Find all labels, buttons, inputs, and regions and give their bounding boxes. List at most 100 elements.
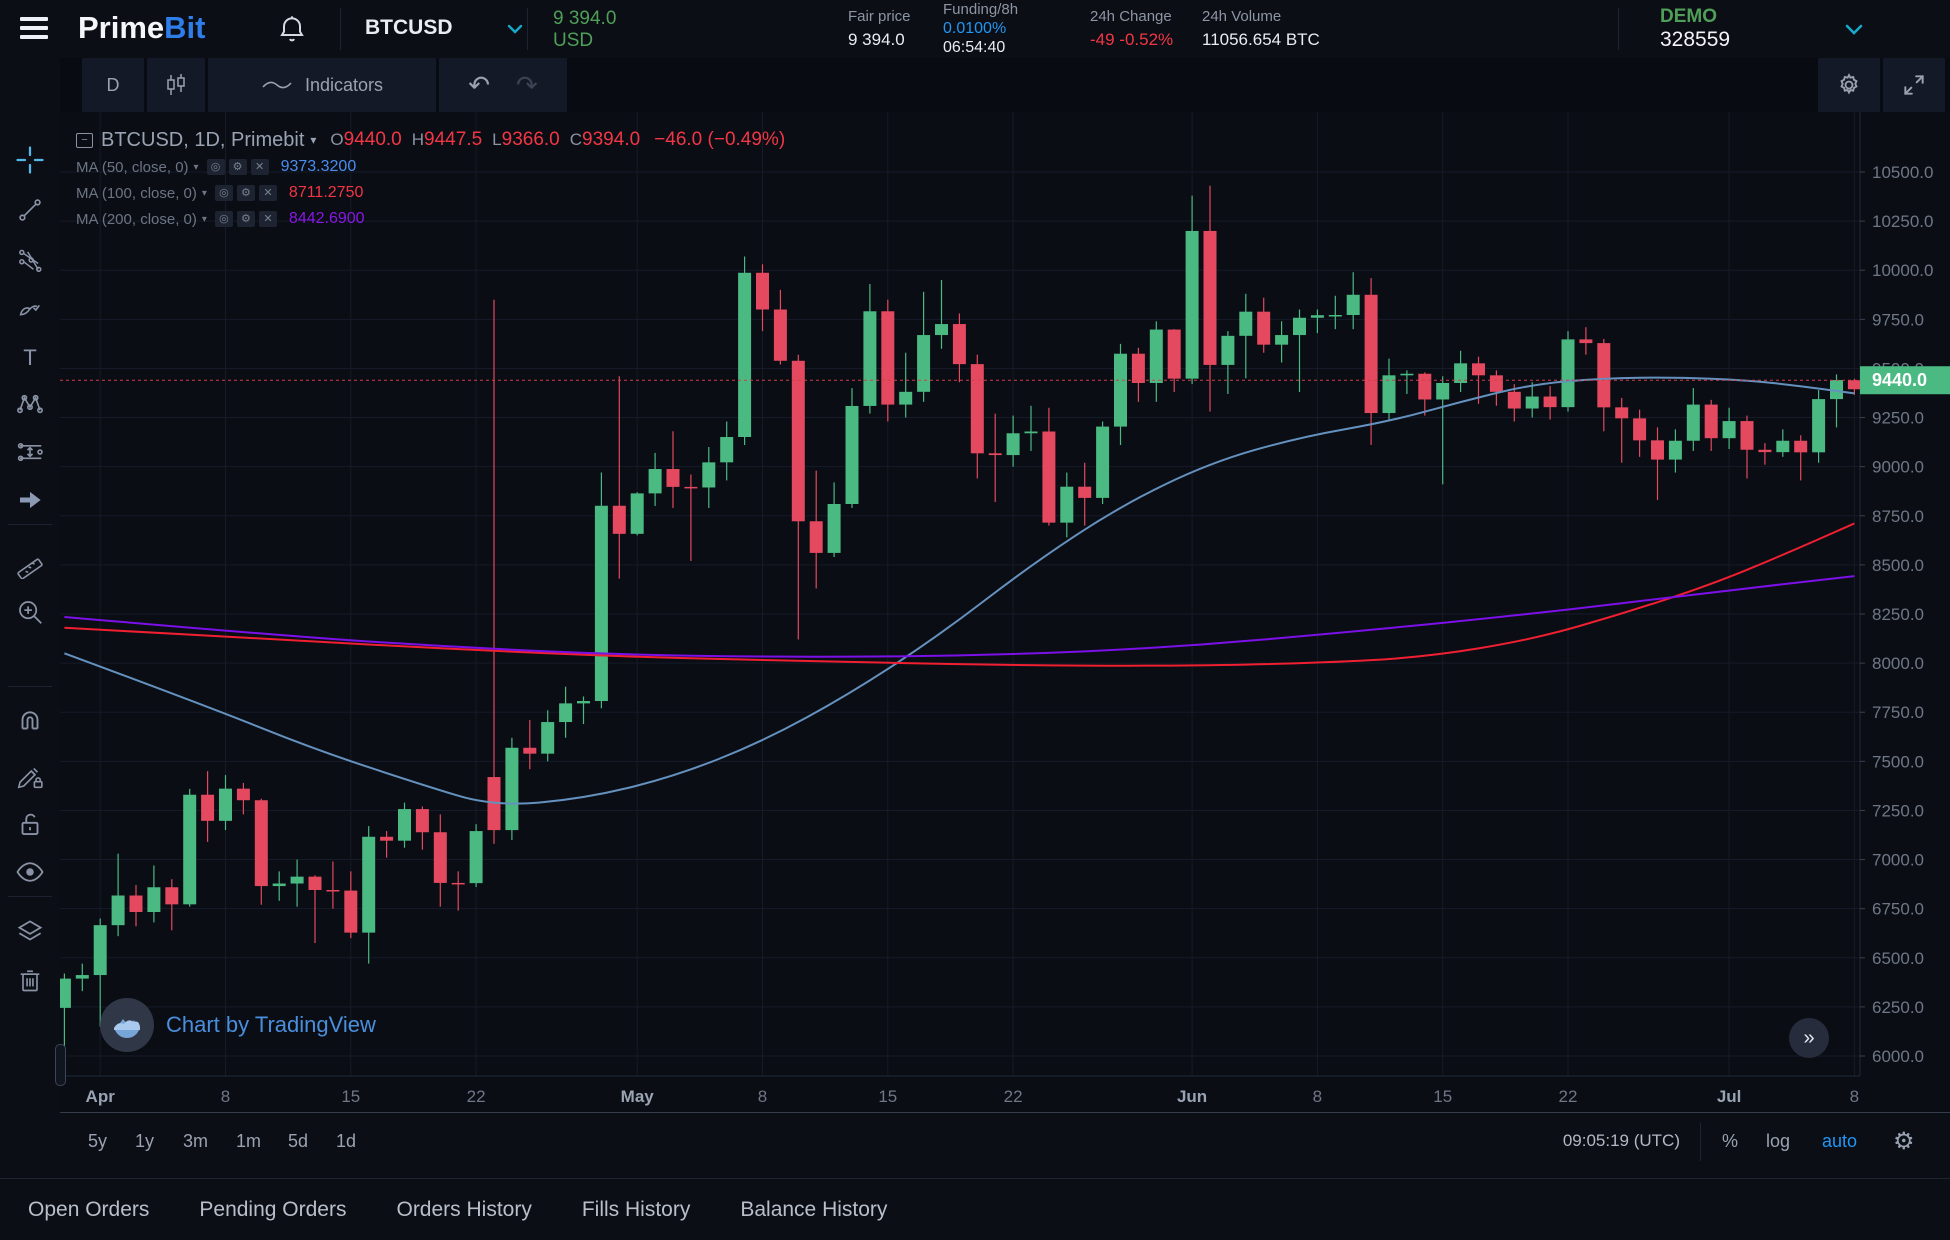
tab-pending-orders[interactable]: Pending Orders	[199, 1197, 347, 1221]
magnet-icon	[21, 711, 39, 730]
text-tool[interactable]: T	[14, 342, 46, 374]
svg-text:May: May	[621, 1087, 655, 1106]
symbol-selector[interactable]: BTCUSD	[365, 16, 523, 40]
drawing-lock-tool[interactable]	[14, 760, 46, 792]
svg-text:22: 22	[467, 1087, 486, 1106]
ma100-settings-icon[interactable]: ⚙	[236, 185, 255, 201]
legend-collapse-icon[interactable]: −	[76, 132, 93, 148]
tab-balance-history[interactable]: Balance History	[740, 1197, 888, 1221]
object-tree-tool[interactable]	[14, 916, 46, 948]
bell-icon[interactable]	[276, 13, 308, 45]
measure-tool[interactable]	[14, 548, 46, 580]
funding-label: Funding/8h	[943, 1, 1019, 18]
zoom-in-tool[interactable]	[14, 596, 46, 628]
undo-icon[interactable]: ↶	[468, 69, 490, 100]
svg-text:8250.0: 8250.0	[1872, 605, 1924, 624]
lock-all-tool[interactable]	[14, 808, 46, 840]
range-5d-button[interactable]: 5d	[288, 1130, 309, 1151]
toolbar-divider	[8, 686, 52, 687]
fair-price-label: Fair price	[848, 8, 911, 25]
magnet-tool[interactable]	[14, 710, 46, 742]
clock[interactable]: 09:05:19 (UTC)	[1562, 1131, 1680, 1150]
header-divider	[340, 8, 341, 50]
ma50-visibility-icon[interactable]: ◎	[206, 159, 225, 175]
axis-settings-gear-icon[interactable]: ⚙	[1893, 1127, 1915, 1155]
legend-caret-icon[interactable]: ▾	[310, 133, 317, 147]
scroll-right-button[interactable]: »	[1789, 1018, 1829, 1058]
zoom-in-icon	[19, 601, 42, 624]
arrow-right-icon	[20, 491, 41, 509]
ma100-row: MA (100, close, 0) ▾ ◎ ⚙ ✕ 8711.2750	[76, 180, 785, 206]
ma100-remove-icon[interactable]: ✕	[258, 185, 277, 201]
xabcd-pattern-icon	[17, 394, 43, 414]
chart-area[interactable]: 6000.0 6250.0 6500.0 6750.0 7000.0 7250.0 7500…	[60, 112, 1950, 1112]
ma50-caret-icon[interactable]: ▾	[193, 161, 199, 173]
ma50-remove-icon[interactable]: ✕	[250, 159, 269, 175]
fullscreen-button[interactable]	[1883, 58, 1945, 112]
change-label: 24h Change	[1090, 8, 1172, 25]
tradingview-link[interactable]: Chart by TradingView	[166, 1012, 376, 1037]
left-axis-handle[interactable]	[55, 1044, 66, 1086]
candlestick-chart[interactable]: 6000.0 6250.0 6500.0 6750.0 7000.0 7250.0 7500…	[60, 112, 1950, 1112]
ohlc-low: L9366.0	[492, 129, 560, 150]
range-1d-button[interactable]: 1d	[336, 1130, 357, 1151]
ma-line-MA100	[64, 522, 1855, 667]
interval-label: D	[106, 74, 120, 95]
log-scale-button[interactable]: log	[1766, 1130, 1791, 1151]
svg-text:10500.0: 10500.0	[1872, 163, 1933, 182]
last-price-block: 9 394.0 USD	[553, 8, 616, 52]
ma100-visibility-icon[interactable]: ◎	[214, 185, 233, 201]
tab-fills-history[interactable]: Fills History	[581, 1197, 691, 1221]
range-5y-button[interactable]: 5y	[88, 1130, 108, 1151]
chart-settings-button[interactable]	[1818, 58, 1880, 112]
ma200-settings-icon[interactable]: ⚙	[236, 211, 255, 227]
chart-style-button[interactable]	[147, 58, 205, 112]
unlock-icon	[21, 813, 39, 835]
account-chevron-down-icon[interactable]	[1845, 24, 1863, 35]
tradingview-logo-icon[interactable]	[100, 998, 154, 1052]
gann-fib-tool[interactable]	[14, 244, 46, 276]
ma100-caret-icon[interactable]: ▾	[201, 187, 207, 199]
remove-drawings-tool[interactable]	[14, 964, 46, 996]
legend-title: BTCUSD, 1D, Primebit	[101, 128, 305, 151]
crosshair-tool[interactable]	[14, 144, 46, 176]
pattern-tool[interactable]	[14, 388, 46, 420]
hide-all-tool[interactable]	[14, 856, 46, 888]
auto-scale-button[interactable]: auto	[1822, 1130, 1858, 1151]
ma50-label: MA (50, close, 0)	[76, 158, 189, 176]
change-block: 24h Change -49 -0.52%	[1090, 8, 1173, 50]
interval-button[interactable]: D	[82, 58, 144, 112]
redo-icon[interactable]: ↷	[516, 69, 538, 100]
volume-block: 24h Volume 11056.654 BTC	[1202, 8, 1320, 50]
forecast-icon	[17, 442, 43, 462]
svg-text:Apr: Apr	[86, 1087, 116, 1106]
svg-text:Jul: Jul	[1717, 1087, 1742, 1106]
percent-scale-button[interactable]: %	[1722, 1130, 1739, 1151]
logo-prime: Prime	[78, 10, 165, 45]
range-3m-button[interactable]: 3m	[183, 1130, 209, 1151]
svg-text:9440.0: 9440.0	[1872, 370, 1927, 390]
forecast-tool[interactable]	[14, 436, 46, 468]
menu-icon[interactable]	[20, 17, 48, 39]
range-1m-button[interactable]: 1m	[236, 1130, 262, 1151]
brush-tool[interactable]	[14, 294, 46, 326]
bottom-toolbar: 5y 1y 3m 1m 5d 1d 09:05:19 (UTC) % log a…	[0, 1113, 1950, 1175]
trend-line-icon	[19, 199, 41, 221]
funding-rate: 0.0100%	[943, 20, 1007, 37]
candles-icon	[167, 74, 185, 95]
funding-block: Funding/8h 0.0100% 06:54:40	[943, 1, 1018, 57]
ma200-visibility-icon[interactable]: ◎	[214, 211, 233, 227]
ma50-value: 9373.3200	[280, 158, 357, 175]
ma200-caret-icon[interactable]: ▾	[201, 213, 207, 225]
trend-line-tool[interactable]	[14, 194, 46, 226]
arrow-tool[interactable]	[14, 484, 46, 516]
svg-text:10250.0: 10250.0	[1872, 212, 1933, 231]
account-selector[interactable]: DEMO 328559	[1660, 6, 1730, 52]
tab-open-orders[interactable]: Open Orders	[28, 1197, 150, 1221]
ma50-settings-icon[interactable]: ⚙	[228, 159, 247, 175]
indicators-button[interactable]: Indicators	[208, 58, 436, 112]
range-1y-button[interactable]: 1y	[135, 1130, 155, 1151]
ma200-remove-icon[interactable]: ✕	[258, 211, 277, 227]
chart-toolbar: D Indicators ↶ ↷	[60, 58, 1950, 112]
tab-orders-history[interactable]: Orders History	[396, 1197, 532, 1221]
